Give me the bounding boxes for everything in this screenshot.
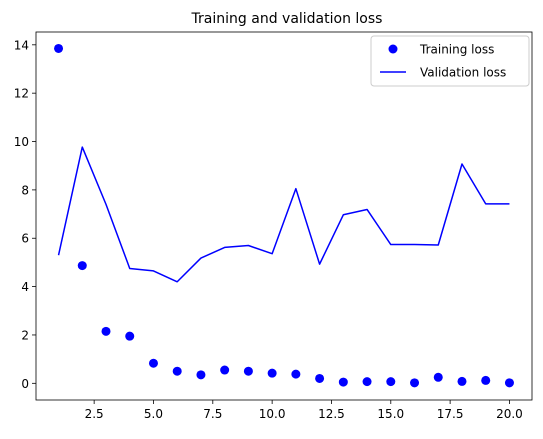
y-axis: 0 2 4 6 8 10 12 14 — [14, 38, 36, 391]
y-tick-label: 8 — [21, 183, 29, 197]
x-tick-label: 5.0 — [144, 407, 163, 421]
y-tick-label: 10 — [14, 135, 29, 149]
validation-loss-line — [57, 146, 510, 283]
training-loss-point — [457, 376, 467, 386]
y-tick-label: 0 — [21, 377, 29, 391]
legend: Training loss Validation loss — [370, 35, 530, 87]
x-tick-label: 12.5 — [318, 407, 345, 421]
training-loss-point — [172, 366, 182, 376]
training-loss-point — [481, 375, 491, 385]
legend-label: Validation loss — [420, 66, 506, 80]
training-loss-point — [101, 326, 111, 336]
y-tick-label: 2 — [21, 328, 29, 342]
training-loss-point — [196, 370, 206, 380]
plot-area — [35, 31, 533, 401]
training-loss-point — [267, 368, 277, 378]
training-loss-point — [77, 261, 87, 271]
x-tick-label: 10.0 — [259, 407, 286, 421]
y-tick-label: 14 — [14, 38, 29, 52]
y-tick-label: 12 — [14, 87, 29, 101]
x-tick-label: 17.5 — [437, 407, 464, 421]
training-loss-point — [243, 366, 253, 376]
y-tick-label: 6 — [21, 232, 29, 246]
chart-title: Training and validation loss — [191, 11, 383, 27]
training-loss-point — [362, 377, 372, 387]
training-loss-point — [125, 331, 135, 341]
x-tick-label: 2.5 — [85, 407, 104, 421]
training-loss-point — [504, 378, 514, 388]
legend-marker-swatch — [388, 44, 398, 54]
x-tick-label: 20.0 — [496, 407, 523, 421]
legend-label: Training loss — [419, 43, 494, 57]
x-tick-label: 7.5 — [203, 407, 222, 421]
plot-frame — [35, 31, 533, 401]
training-loss-point — [291, 369, 301, 379]
x-axis: 2.5 5.0 7.5 10.0 12.5 15.0 17.5 20.0 — [85, 400, 523, 421]
training-loss-point — [148, 358, 158, 368]
training-loss-point — [386, 377, 396, 387]
training-loss-point — [338, 377, 348, 387]
x-tick-label: 15.0 — [377, 407, 404, 421]
training-loss-point — [220, 365, 230, 375]
legend-box — [370, 35, 530, 87]
training-loss-point — [410, 378, 420, 388]
training-loss-point — [54, 43, 64, 53]
y-tick-label: 4 — [21, 280, 29, 294]
training-loss-point — [433, 372, 443, 382]
training-loss-point — [315, 373, 325, 383]
series-layer — [54, 43, 514, 388]
